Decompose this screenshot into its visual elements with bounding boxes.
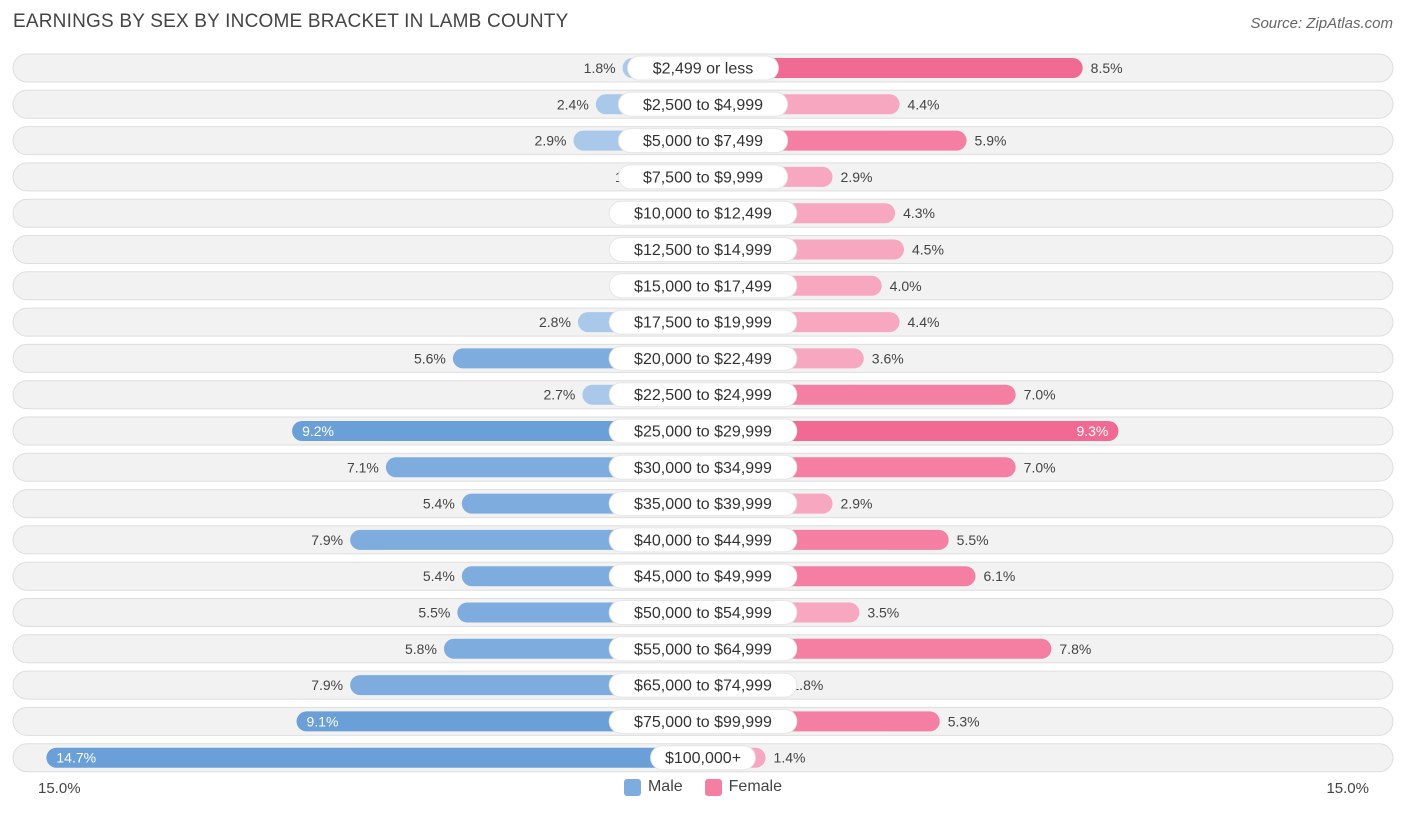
category-label: $35,000 to $39,999 xyxy=(634,496,772,513)
legend-swatch-male xyxy=(623,778,641,796)
legend-label-male: Male xyxy=(647,778,683,795)
category-label: $2,499 or less xyxy=(653,61,754,78)
female-value-label: 4.4% xyxy=(908,96,940,112)
male-bar xyxy=(296,711,703,732)
male-value-label: 7.9% xyxy=(311,677,343,693)
male-value-label: 7.9% xyxy=(311,532,343,548)
female-value-label: 5.9% xyxy=(975,133,1007,149)
category-pill xyxy=(608,491,798,517)
female-bar xyxy=(703,58,1083,78)
male-value-label: 5.6% xyxy=(414,350,446,366)
male-value-label: 9.1% xyxy=(307,713,339,729)
category-label: $22,500 to $24,999 xyxy=(634,387,772,404)
male-value-label: 7.1% xyxy=(347,459,379,475)
male-value-label: 1.8% xyxy=(584,60,616,76)
male-value-label: 5.8% xyxy=(405,641,437,657)
axis-left-label: 15.0% xyxy=(38,780,81,797)
category-label: $30,000 to $34,999 xyxy=(634,460,772,477)
female-value-label: 5.3% xyxy=(948,713,980,729)
category-pill xyxy=(608,527,798,553)
female-value-label: 9.3% xyxy=(1076,423,1108,439)
source-label: Source: ZipAtlas.com xyxy=(1250,15,1393,32)
male-value-label: 2.9% xyxy=(535,133,567,149)
category-pill xyxy=(608,382,798,408)
axis-right-label: 15.0% xyxy=(1326,780,1369,797)
category-label: $15,000 to $17,499 xyxy=(634,278,772,295)
female-value-label: 7.8% xyxy=(1059,641,1091,657)
male-value-label: 2.4% xyxy=(557,96,589,112)
male-value-label: 2.7% xyxy=(543,387,575,403)
male-value-label: 5.4% xyxy=(423,568,455,584)
category-pill xyxy=(617,164,789,190)
category-pill xyxy=(608,600,798,625)
female-value-label: 4.4% xyxy=(908,314,940,330)
male-bar xyxy=(46,747,703,768)
legend: Male Female xyxy=(0,778,1406,796)
category-label: $7,500 to $9,999 xyxy=(643,169,763,186)
category-pill xyxy=(608,309,798,335)
category-label: $55,000 to $64,999 xyxy=(634,641,772,658)
legend-swatch-female xyxy=(704,778,722,796)
category-label: $2,500 to $4,999 xyxy=(643,97,763,114)
chart-title: EARNINGS BY SEX BY INCOME BRACKET IN LAM… xyxy=(13,11,569,32)
female-value-label: 1.8% xyxy=(791,677,823,693)
category-label: $65,000 to $74,999 xyxy=(634,678,772,695)
legend-item-male[interactable]: Male xyxy=(623,778,683,796)
category-label: $75,000 to $99,999 xyxy=(634,714,772,731)
male-bar xyxy=(292,421,703,441)
category-label: $17,500 to $19,999 xyxy=(634,315,772,332)
category-label: $20,000 to $22,499 xyxy=(634,351,772,368)
male-value-label: 5.5% xyxy=(418,605,450,621)
category-label: $40,000 to $44,999 xyxy=(634,532,772,549)
female-value-label: 7.0% xyxy=(1024,387,1056,403)
female-value-label: 4.0% xyxy=(890,278,922,294)
female-value-label: 4.5% xyxy=(912,242,944,258)
category-pill xyxy=(650,745,756,771)
female-value-label: 3.5% xyxy=(867,605,899,621)
category-pill xyxy=(608,672,798,698)
category-pill xyxy=(617,91,789,117)
category-pill xyxy=(608,454,798,480)
legend-item-female[interactable]: Female xyxy=(704,778,783,796)
category-pill xyxy=(617,128,789,154)
female-value-label: 3.6% xyxy=(872,350,904,366)
category-label: $10,000 to $12,499 xyxy=(634,206,772,223)
category-pill xyxy=(608,418,798,444)
category-pill xyxy=(608,273,798,299)
category-pill xyxy=(608,237,798,262)
female-value-label: 1.4% xyxy=(774,750,806,766)
female-value-label: 4.3% xyxy=(903,205,935,221)
male-value-label: 14.7% xyxy=(56,750,96,766)
category-pill xyxy=(608,563,798,589)
category-label: $12,500 to $14,999 xyxy=(634,242,772,259)
category-label: $45,000 to $49,999 xyxy=(634,569,772,586)
male-value-label: 5.4% xyxy=(423,496,455,512)
female-value-label: 7.0% xyxy=(1024,459,1056,475)
female-value-label: 6.1% xyxy=(983,568,1015,584)
female-value-label: 8.5% xyxy=(1091,60,1123,76)
category-label: $25,000 to $29,999 xyxy=(634,424,772,441)
male-value-label: 9.2% xyxy=(302,423,334,439)
category-label: $50,000 to $54,999 xyxy=(634,605,772,622)
male-value-label: 2.8% xyxy=(539,314,571,330)
category-label: $100,000+ xyxy=(665,750,741,767)
category-label: $5,000 to $7,499 xyxy=(643,133,763,150)
category-pill xyxy=(608,345,798,371)
category-pill xyxy=(608,200,798,226)
category-pill xyxy=(627,55,779,81)
legend-label-female: Female xyxy=(728,778,783,795)
category-pill xyxy=(608,708,798,734)
category-pill xyxy=(608,636,798,662)
female-value-label: 2.9% xyxy=(841,169,873,185)
female-value-label: 2.9% xyxy=(841,496,873,512)
female-bar xyxy=(703,421,1119,441)
female-value-label: 5.5% xyxy=(957,532,989,548)
